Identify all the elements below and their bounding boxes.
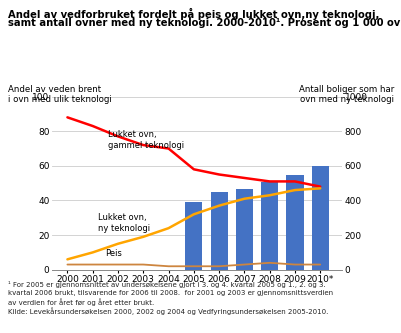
Text: ¹ For 2005 er gjennomsnittet av undersøkelsene gjort i 3. og 4. kvartal 2005 og : ¹ For 2005 er gjennomsnittet av undersøk… [8, 281, 332, 315]
Text: Andel av vedforbruket fordelt på peis og lukket ovn,ny teknologi,: Andel av vedforbruket fordelt på peis og… [8, 8, 379, 20]
Text: Andel av veden brent
i ovn med ulik teknologi: Andel av veden brent i ovn med ulik tekn… [8, 85, 111, 104]
Bar [260, 182, 277, 270]
Text: Antall boliger som har
ovn med ny teknologi: Antall boliger som har ovn med ny teknol… [298, 85, 393, 104]
Bar [311, 166, 328, 270]
Text: samt antall ovner med ny teknologi. 2000-2010¹. Prosent og 1 000 ovner: samt antall ovner med ny teknologi. 2000… [8, 18, 401, 28]
Bar [286, 175, 303, 270]
Bar [185, 202, 202, 270]
Text: Lukket ovn,
gammel teknologi: Lukket ovn, gammel teknologi [107, 130, 184, 150]
Bar [210, 192, 227, 270]
Text: Peis: Peis [105, 249, 122, 258]
Bar [235, 189, 252, 270]
Text: Lukket ovn,
ny teknologi: Lukket ovn, ny teknologi [97, 213, 150, 233]
